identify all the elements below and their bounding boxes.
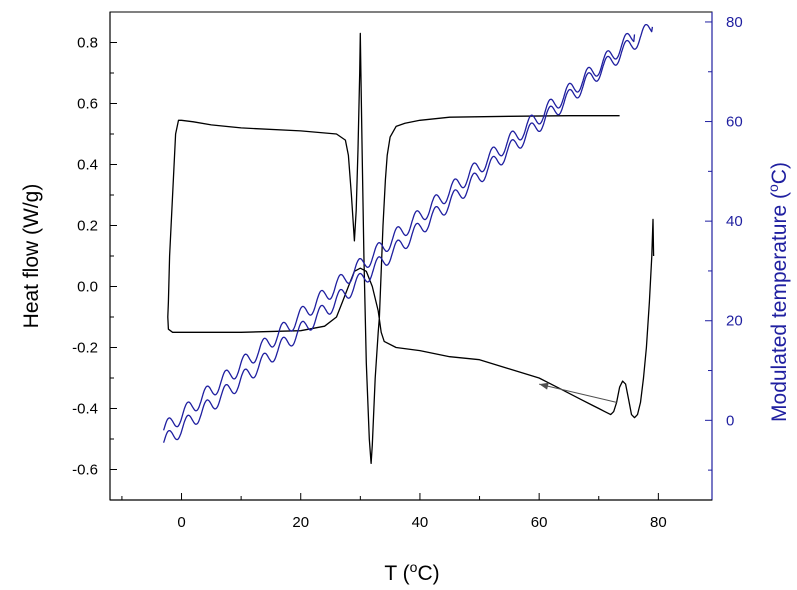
left-tick-label: 0.8 <box>77 35 98 52</box>
left-tick-label: -0.4 <box>72 401 98 418</box>
right-tick-label: 0 <box>726 412 734 429</box>
annotation-layer <box>539 382 617 403</box>
arrow-head <box>539 382 549 390</box>
series-layer <box>162 23 655 465</box>
y-axis-title-right: Modulated temperature (oC) <box>765 162 791 422</box>
left-tick-label: -0.2 <box>72 340 98 357</box>
x-tick-label: 80 <box>650 514 667 531</box>
right-tick-label: 40 <box>726 213 743 230</box>
series-1-line <box>162 32 636 431</box>
series-2-line <box>162 23 654 443</box>
y-axis-title-left: Heat flow (W/g) <box>20 184 43 329</box>
x-tick-label: 40 <box>412 514 429 531</box>
plot-frame <box>109 11 713 501</box>
bottom-axis: 0 20 40 60 80 <box>110 493 712 531</box>
x-tick-label: 20 <box>292 514 309 531</box>
left-tick-label: 0.2 <box>77 218 98 235</box>
x-tick-label: 60 <box>531 514 548 531</box>
x-tick-label: 0 <box>177 514 185 531</box>
left-tick-label: 0.0 <box>77 279 98 296</box>
series-0-line <box>167 32 655 465</box>
right-tick-label: 80 <box>726 14 743 31</box>
left-tick-label: -0.6 <box>72 462 98 479</box>
left-axis: 0.8 0.6 0.4 0.2 0.0 -0.2 -0.4 -0.6 <box>72 11 117 501</box>
left-tick-label: 0.4 <box>77 157 98 174</box>
arrow-shaft <box>539 383 617 403</box>
left-tick-label: 0.6 <box>77 96 98 113</box>
right-tick-label: 60 <box>726 114 743 131</box>
right-axis: 80 60 40 20 0 <box>705 12 743 500</box>
x-axis-title: T (oC) <box>384 559 439 585</box>
right-tick-label: 20 <box>726 313 743 330</box>
